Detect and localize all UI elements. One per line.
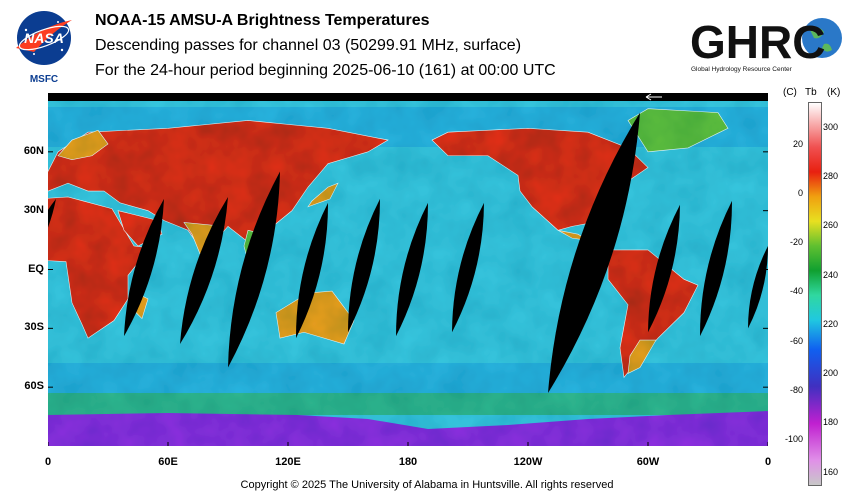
- svg-text:GHRC: GHRC: [690, 16, 825, 68]
- svg-text:MSFC: MSFC: [30, 74, 58, 85]
- polar-data-gap: [48, 93, 768, 101]
- graticule: [48, 151, 768, 446]
- swath-gap: [648, 204, 680, 333]
- colorbar-celsius-label: -100: [784, 434, 803, 445]
- nasa-meatball-icon: NASA MSFC: [16, 11, 72, 85]
- lat-label: 60S: [24, 380, 44, 393]
- lat-label: 30N: [23, 203, 44, 216]
- swath-gap: [548, 112, 640, 394]
- colorbar-unit-kelvin: (K): [827, 87, 841, 98]
- colorbar-kelvin-label: 200: [823, 368, 839, 379]
- swath-gap: [396, 202, 428, 337]
- colorbar-celsius-label: 0: [797, 187, 803, 198]
- lon-label: 0: [44, 456, 52, 468]
- colorbar-celsius-label: -80: [789, 384, 803, 395]
- lat-label: EQ: [28, 262, 44, 275]
- lat-label: 30S: [24, 321, 44, 334]
- colorbar-kelvin-label: 240: [823, 269, 839, 280]
- swath-gap: [295, 202, 329, 339]
- lon-label: 0: [764, 456, 772, 468]
- swath-gap: [748, 245, 768, 329]
- southern-ocean-band: [48, 393, 768, 415]
- brightness-temperature-map: [48, 93, 768, 446]
- land-eurasia: [48, 120, 389, 255]
- colorbar-celsius-label: -40: [789, 286, 803, 297]
- arrow-icon: [645, 93, 662, 101]
- chart-title: NOAA-15 AMSU-A Brightness Temperatures: [95, 12, 430, 29]
- copyright-text: Copyright © 2025 The University of Alaba…: [240, 479, 614, 491]
- swath-gap: [452, 202, 484, 333]
- ghrc-logo: GHRC Global Hydrology Resource Center: [688, 8, 848, 78]
- lon-label: 120E: [275, 456, 301, 468]
- chart-subtitle: Descending passes for channel 03 (50299.…: [95, 37, 522, 54]
- land-patagonia: [627, 339, 657, 374]
- colorbar: [808, 102, 822, 486]
- swath-gap: [48, 198, 56, 228]
- land-japan: [307, 182, 339, 208]
- swath-gap: [699, 200, 733, 337]
- nasa-logo: NASA MSFC: [12, 8, 76, 86]
- colorbar-kelvin-label: 260: [823, 220, 839, 231]
- antarctica: [48, 411, 768, 446]
- swath-gaps: [48, 112, 768, 394]
- map-canvas: [48, 93, 768, 446]
- swath-gap: [348, 198, 380, 333]
- colorbar-celsius-label: -20: [789, 237, 803, 248]
- colorbar-gradient: [809, 103, 821, 485]
- lon-label: 60E: [158, 456, 178, 468]
- lon-label: 60W: [636, 456, 660, 468]
- period-text: For the 24-hour period beginning 2025-06…: [95, 62, 556, 79]
- colorbar-celsius-label: 20: [792, 138, 803, 149]
- colorbar-kelvin-label: 280: [823, 170, 839, 181]
- lon-label: 180: [398, 456, 418, 468]
- swath-gap: [228, 171, 280, 368]
- colorbar-unit-tb: Tb: [805, 87, 817, 98]
- colorbar-unit-celsius: (C): [783, 87, 797, 98]
- svg-text:Global Hydrology Resource Cent: Global Hydrology Resource Center: [691, 66, 793, 73]
- land-australia: [275, 290, 355, 345]
- ghrc-globe-icon: GHRC Global Hydrology Resource Center: [690, 16, 842, 73]
- lat-label: 60N: [23, 144, 44, 157]
- colorbar-kelvin-label: 300: [823, 121, 839, 132]
- swath-gap: [124, 198, 164, 337]
- land-africa: [48, 196, 151, 339]
- swath-gap: [180, 196, 228, 345]
- colorbar-kelvin-label: 180: [823, 417, 839, 428]
- land-europe-north: [57, 129, 109, 160]
- land-greenland: [627, 108, 729, 153]
- colorbar-kelvin-label: 160: [823, 466, 839, 477]
- colorbar-celsius-label: -60: [789, 335, 803, 346]
- svg-text:NASA: NASA: [24, 30, 64, 46]
- colorbar-kelvin-label: 220: [823, 318, 839, 329]
- lon-label: 120W: [513, 456, 543, 468]
